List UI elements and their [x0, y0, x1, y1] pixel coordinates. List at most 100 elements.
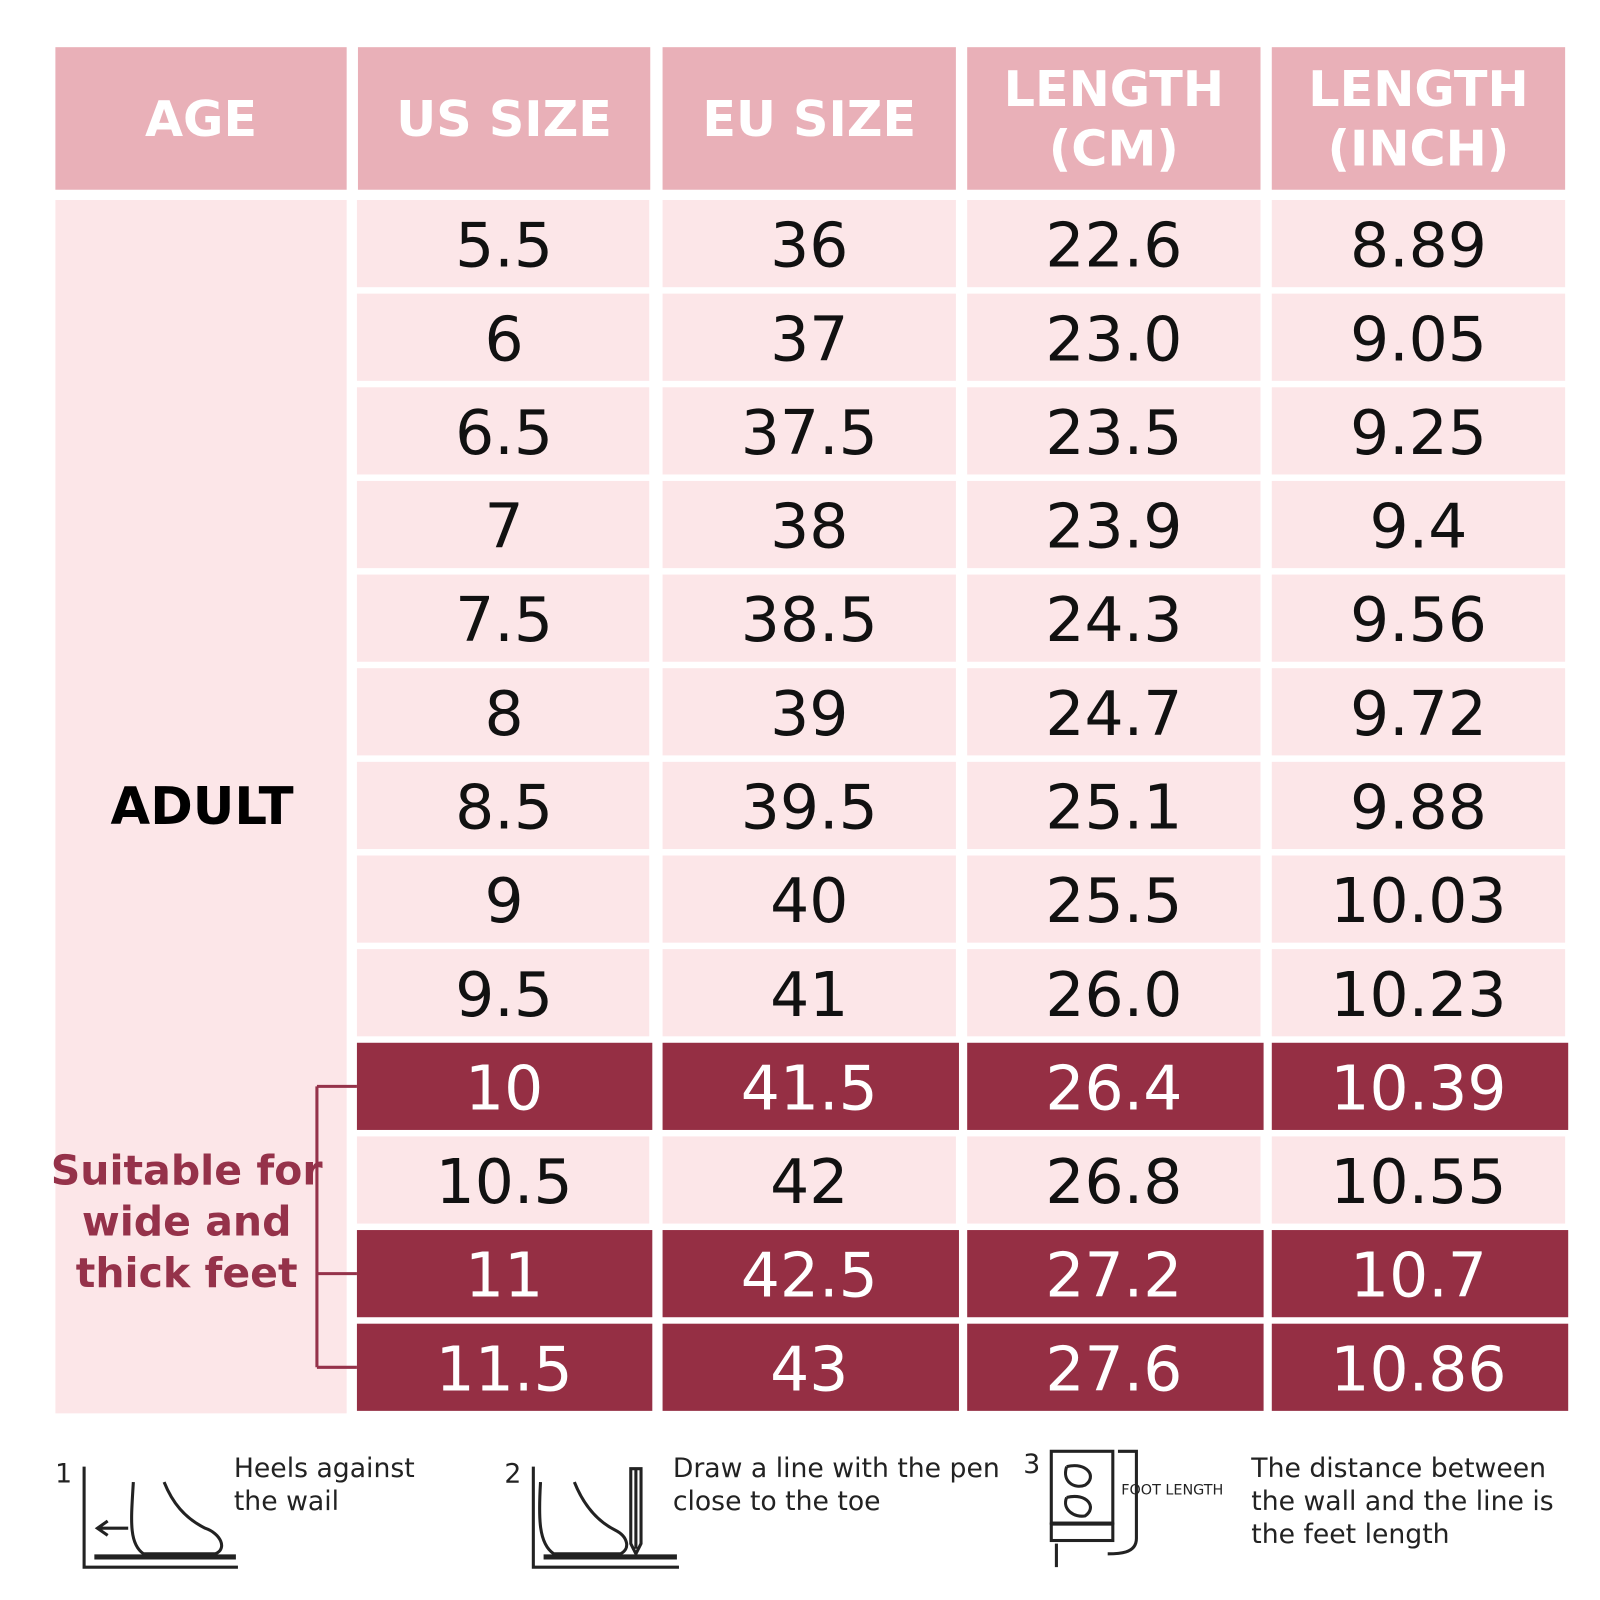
cell [1271, 949, 1566, 1037]
header-cell [55, 47, 347, 190]
step-number: 2 [504, 1458, 521, 1489]
cell-value: 9.72 [1350, 678, 1487, 750]
wall-icon-1 [82, 1466, 238, 1569]
cell [1271, 293, 1566, 381]
highlight-cell [967, 1230, 1264, 1318]
highlight-cell [662, 1042, 959, 1130]
cell [662, 293, 956, 381]
cell-value: 22.6 [1045, 210, 1182, 282]
cell [356, 574, 650, 662]
step-text: The distance between [1250, 1453, 1546, 1484]
cell [662, 480, 956, 569]
cell [356, 855, 650, 943]
highlight-cell [356, 1042, 653, 1130]
cell [967, 949, 1261, 1037]
header-label: EU SIZE [702, 90, 916, 148]
cell [356, 293, 650, 381]
cell-value: 11.5 [436, 1333, 573, 1405]
cell-value: 10.86 [1330, 1333, 1506, 1405]
wall-icon-2 [531, 1466, 679, 1569]
cell [662, 855, 956, 943]
header-cell [662, 47, 956, 190]
cell-value: 24.7 [1045, 678, 1182, 750]
cell-value: 38.5 [741, 584, 878, 656]
cell [1271, 668, 1566, 756]
cell [1271, 574, 1566, 662]
cell [356, 387, 650, 475]
cell-value: 9.05 [1350, 303, 1487, 375]
step-number: 1 [55, 1458, 72, 1489]
measure-icon [1054, 1449, 1138, 1568]
step-text: close to the toe [673, 1486, 881, 1517]
cell [356, 1136, 650, 1224]
step-text: Draw a line with the pen [673, 1453, 1000, 1484]
cell-value: 24.3 [1045, 584, 1182, 656]
cell-value: 8 [485, 678, 524, 750]
icon-label: FOOT LENGTH [1121, 1482, 1223, 1498]
header-cell [967, 47, 1261, 190]
highlight-cell [967, 1323, 1264, 1411]
cell-value: 7 [485, 491, 524, 563]
cell-value: 10.23 [1330, 959, 1506, 1031]
cell [356, 480, 650, 569]
cell-value: 42 [770, 1146, 848, 1218]
cell-value: 10.5 [436, 1146, 573, 1218]
header-label: (INCH) [1328, 120, 1510, 178]
cell-value: 11 [465, 1240, 543, 1312]
cell-value: 9 [485, 865, 524, 937]
cell-value: 9.56 [1350, 584, 1487, 656]
cell-value: 27.2 [1045, 1240, 1182, 1312]
cell-value: 10.03 [1330, 865, 1506, 937]
cell [1271, 387, 1566, 475]
cell-value: 41 [770, 959, 848, 1031]
footprint-icon [1064, 1464, 1092, 1518]
cell-value: 9.25 [1350, 397, 1487, 469]
cell [967, 574, 1261, 662]
cell [356, 200, 650, 288]
header-label: US SIZE [396, 90, 612, 148]
cell-value: 40 [770, 865, 848, 937]
cell [662, 200, 956, 288]
highlight-cell [1271, 1230, 1569, 1318]
cell-value: 10.39 [1330, 1052, 1506, 1124]
cell-value: 25.5 [1045, 865, 1182, 937]
age-cell [55, 200, 347, 1414]
cell [1271, 855, 1566, 943]
cell [967, 480, 1261, 569]
step-text: the wall and the line is [1251, 1486, 1553, 1517]
cell-value: 37 [770, 303, 848, 375]
cell [1271, 480, 1566, 569]
cell [967, 293, 1261, 381]
cell [662, 668, 956, 756]
cell-value: 5.5 [455, 210, 553, 282]
cell-value: 23.9 [1045, 491, 1182, 563]
highlight-cell [1271, 1323, 1569, 1411]
cell-value: 6 [485, 303, 524, 375]
cell-value: 10.55 [1330, 1146, 1506, 1218]
foot-icon-1 [130, 1481, 224, 1556]
highlight-cell [356, 1230, 653, 1318]
cell-value: 23.5 [1045, 397, 1182, 469]
ruler-icon [1049, 1522, 1115, 1543]
cell [967, 668, 1261, 756]
cell-value: 26.8 [1045, 1146, 1182, 1218]
arrow-icon-1 [94, 1519, 129, 1537]
cell-value: 26.4 [1045, 1052, 1182, 1124]
cell [967, 761, 1261, 850]
header-label: LENGTH [1308, 60, 1528, 118]
cell [967, 387, 1261, 475]
header-cell [357, 47, 651, 190]
step-text: the wail [234, 1486, 339, 1517]
cell [662, 574, 956, 662]
step-number: 3 [1023, 1449, 1040, 1480]
cell-value: 9.5 [455, 959, 553, 1031]
header-label: LENGTH [1004, 60, 1224, 118]
cell-value: 8.89 [1350, 210, 1487, 282]
cell-value: 39.5 [741, 771, 878, 843]
cell [1271, 200, 1566, 288]
cell-value: 9.88 [1350, 771, 1487, 843]
cell [967, 1136, 1261, 1224]
note-text: Suitable for [51, 1146, 324, 1194]
